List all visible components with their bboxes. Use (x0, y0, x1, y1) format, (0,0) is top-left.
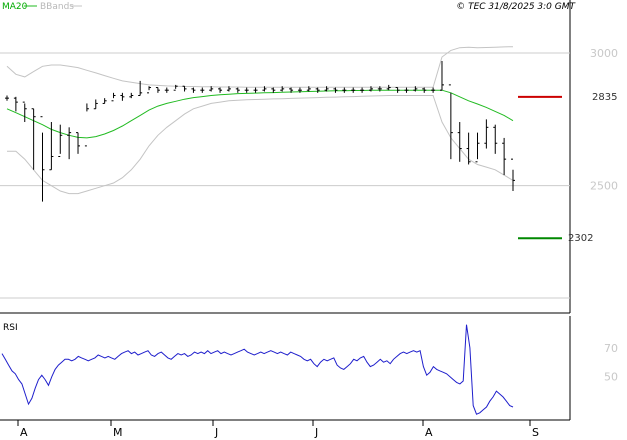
month-label: A (20, 426, 28, 439)
price-bar (235, 87, 240, 93)
price-bar (138, 80, 143, 96)
price-bar (191, 87, 196, 93)
price-bar (377, 86, 382, 92)
rsi-panel-title: RSI (3, 323, 18, 333)
price-bar (182, 85, 187, 92)
price-bar (511, 158, 515, 191)
price-bar (58, 124, 63, 157)
price-bar (297, 87, 302, 93)
bollinger-bands (6, 46, 514, 195)
price-bar (31, 108, 36, 170)
price-bar (76, 132, 81, 154)
price-bar (280, 86, 285, 92)
month-label: J (314, 426, 318, 439)
copyright-notice: © TEC 31/8/2025 3:0 GMT (456, 2, 576, 12)
bbands-legend: BBands (40, 2, 74, 12)
price-bar (84, 103, 89, 147)
bband-upper (6, 46, 514, 88)
price-bar (448, 84, 453, 160)
price-bar (360, 87, 365, 93)
price-bar (493, 124, 498, 154)
price-bar (351, 87, 356, 93)
price-bar (466, 132, 471, 165)
price-bar (120, 92, 125, 101)
price-tick-label: 2500 (590, 180, 618, 193)
ma20-line (6, 89, 514, 139)
price-bar (502, 137, 507, 176)
price-panel: 3000 2500 2835 2302 (0, 0, 618, 314)
bband-lower (7, 95, 514, 195)
price-bar (271, 87, 276, 93)
price-bar (457, 122, 462, 162)
month-label: A (425, 426, 433, 439)
price-bars (5, 61, 515, 202)
month-label: S (532, 426, 539, 439)
price-bar (333, 87, 338, 93)
rsi-axis-labels: 70 50 (604, 342, 618, 384)
month-label: J (214, 426, 218, 439)
price-bar (22, 101, 27, 123)
price-bar (129, 92, 134, 99)
price-bar (173, 84, 178, 91)
price-bar (218, 87, 223, 93)
price-bar (111, 92, 116, 102)
price-axis-labels: 3000 2500 (590, 47, 618, 193)
price-bar (200, 87, 205, 93)
price-bar (324, 86, 329, 92)
price-bar (102, 98, 107, 104)
rsi-path (1, 324, 514, 415)
price-bar (226, 86, 231, 92)
price-levels: 2835 2302 (518, 92, 617, 244)
price-bar (439, 61, 444, 91)
price-bar (422, 87, 427, 93)
price-bar (484, 119, 489, 149)
ma20-legend: MA20 (2, 2, 28, 12)
price-bar (413, 86, 418, 92)
rsi-tick-label: 50 (604, 371, 618, 384)
price-bar (49, 122, 54, 171)
price-bar (253, 87, 258, 93)
rsi-panel: RSI 70 50 (1, 316, 618, 420)
price-tick-label: 3000 (590, 47, 618, 60)
price-bar (164, 87, 169, 93)
price-bar (209, 86, 214, 92)
price-bar (155, 87, 160, 93)
month-label: M (113, 426, 123, 439)
rsi-tick-label: 70 (604, 342, 618, 355)
price-bar (244, 87, 249, 93)
price-bar (40, 116, 45, 202)
price-bar (262, 86, 267, 92)
price-bar (342, 87, 347, 93)
price-bar (431, 87, 436, 93)
price-bar (289, 87, 294, 93)
rsi-line (1, 324, 514, 415)
price-bar (404, 87, 409, 93)
price-bar (395, 87, 400, 93)
support-level-label: 2302 (568, 233, 593, 244)
price-bar (368, 86, 373, 92)
price-gridlines (0, 52, 570, 299)
price-bar (306, 86, 311, 92)
price-bar (315, 87, 320, 93)
price-bar (5, 95, 9, 101)
price-bar (13, 96, 18, 112)
price-bar (147, 86, 152, 94)
price-bar (386, 84, 391, 91)
price-bar (67, 127, 72, 160)
price-bar (475, 132, 480, 163)
ma20-path (6, 89, 514, 139)
price-bar (93, 99, 98, 110)
resistance-level-label: 2835 (592, 92, 617, 103)
